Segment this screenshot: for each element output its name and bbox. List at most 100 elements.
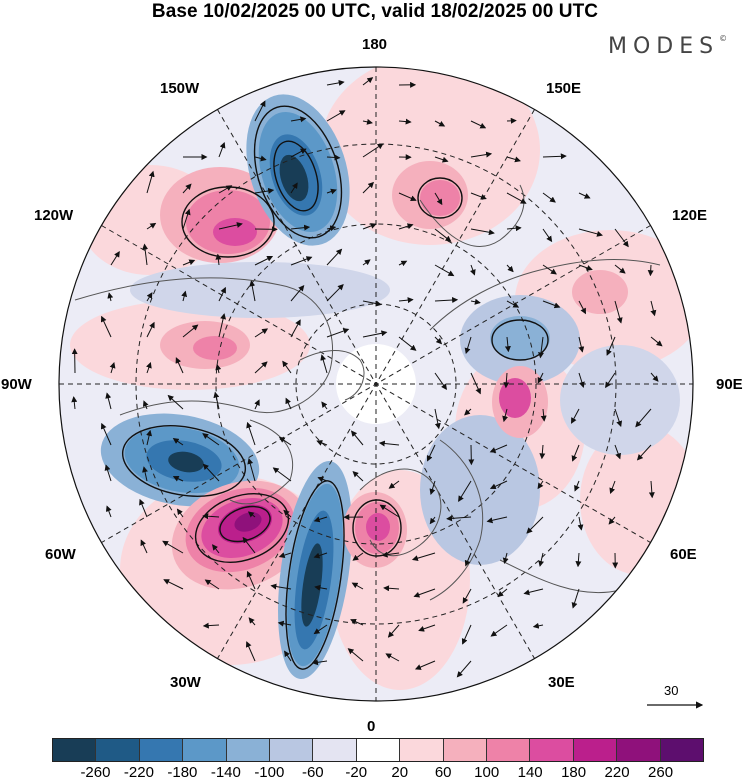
wind-arrow xyxy=(571,408,580,424)
wind-arrow xyxy=(456,660,472,678)
wind-arrow xyxy=(429,480,436,495)
wind-arrow xyxy=(650,336,663,347)
wind-arrow xyxy=(218,286,226,302)
wind-arrow xyxy=(254,100,266,122)
wind-arrow xyxy=(254,187,275,194)
wind-arrow xyxy=(104,464,112,482)
lon-label-180: 180 xyxy=(362,36,388,53)
colorbar-tick-label: 260 xyxy=(648,764,674,781)
wind-arrow xyxy=(506,117,517,124)
wind-arrow xyxy=(175,357,184,374)
wind-arrow xyxy=(542,300,561,309)
wind-arrow xyxy=(278,436,292,446)
wind-arrow xyxy=(458,480,472,502)
wind-arrow xyxy=(434,336,443,345)
wind-arrow xyxy=(290,182,298,194)
wind-arrow xyxy=(362,300,382,307)
wind-arrow xyxy=(506,192,527,204)
wind-arrow xyxy=(464,552,472,567)
wind-arrow xyxy=(362,330,388,338)
wind-arrow xyxy=(385,653,400,662)
wind-arrow xyxy=(218,141,226,158)
wind-arrow xyxy=(539,444,546,460)
colorbar-tick-label: 140 xyxy=(517,764,543,781)
wind-arrow xyxy=(352,552,364,561)
wind-arrow xyxy=(109,362,116,374)
colorbar-swatch xyxy=(270,739,314,761)
wind-arrow xyxy=(162,540,184,554)
wind-arrow xyxy=(469,264,476,276)
wind-arrow xyxy=(146,429,153,446)
wind-arrow xyxy=(606,336,616,356)
wind-arrow xyxy=(398,118,412,125)
wind-arrow xyxy=(506,264,514,273)
colorbar-swatch xyxy=(487,739,531,761)
colorbar-swatch xyxy=(183,739,227,761)
wind-arrow xyxy=(614,408,623,428)
wind-arrow xyxy=(181,290,188,302)
wind-arrow xyxy=(542,228,553,243)
wind-arrow xyxy=(462,588,472,604)
wind-arrow xyxy=(605,372,616,389)
wind-arrow xyxy=(470,120,487,129)
wind-arrow xyxy=(278,552,292,558)
wind-arrow xyxy=(578,372,585,388)
wind-arrow xyxy=(362,143,384,158)
colorbar-swatch xyxy=(356,739,401,761)
wind-arrow xyxy=(647,264,654,277)
colorbar xyxy=(52,738,704,762)
wind-arrow xyxy=(540,408,547,422)
wind-arrow xyxy=(537,480,544,490)
wind-arrow xyxy=(326,283,344,302)
anomaly-field xyxy=(70,67,693,690)
lon-label-90w: 90W xyxy=(1,376,32,393)
colorbar-tick-label: 60 xyxy=(434,764,452,781)
colorbar-swatch xyxy=(226,739,271,761)
wind-arrow xyxy=(398,336,417,351)
wind-arrow xyxy=(650,300,657,317)
wind-arrow xyxy=(176,508,184,518)
wind-arrow xyxy=(277,620,292,627)
wind-arrow xyxy=(105,392,112,410)
wind-arrow xyxy=(571,444,580,462)
wind-arrow xyxy=(352,471,364,482)
lon-label-120e: 120E xyxy=(672,207,708,224)
wind-arrow xyxy=(538,552,545,567)
wind-arrow xyxy=(215,363,222,374)
wind-arrow xyxy=(110,251,120,266)
wind-arrow xyxy=(182,324,199,338)
wind-arrow xyxy=(146,170,155,194)
colorbar-swatch xyxy=(660,739,704,761)
wind-arrow xyxy=(636,444,652,461)
wind-arrow xyxy=(542,192,556,203)
wind-arrow xyxy=(142,243,149,266)
wind-arrow xyxy=(578,300,586,315)
wind-arrow xyxy=(497,588,508,598)
wind-arrow xyxy=(146,361,152,374)
wind-arrow xyxy=(172,476,184,482)
wind-arrow xyxy=(272,467,292,482)
wind-arrow xyxy=(270,583,292,590)
wind-arrow xyxy=(486,516,508,524)
wind-arrow xyxy=(434,228,452,242)
wind-arrow xyxy=(313,516,328,523)
wind-arrow xyxy=(247,511,256,518)
wind-arrow xyxy=(434,408,441,430)
wind-arrow xyxy=(398,223,414,230)
colorbar-tick-label: 20 xyxy=(391,764,409,781)
wind-arrow xyxy=(202,463,220,482)
wind-arrow xyxy=(290,116,307,123)
wind-arrow xyxy=(614,300,623,324)
wind-arrow xyxy=(142,400,149,410)
wind-arrow xyxy=(608,516,616,525)
colorbar-tick-label: -180 xyxy=(167,764,198,781)
colorbar-tick-label: 180 xyxy=(561,764,587,781)
wind-arrow xyxy=(316,440,328,446)
wind-arrow xyxy=(362,181,375,194)
wind-arrow xyxy=(326,79,345,86)
wind-arrow xyxy=(362,77,374,86)
wind-arrow xyxy=(246,570,256,590)
wind-arrow xyxy=(326,154,341,161)
wind-arrow xyxy=(290,319,301,338)
